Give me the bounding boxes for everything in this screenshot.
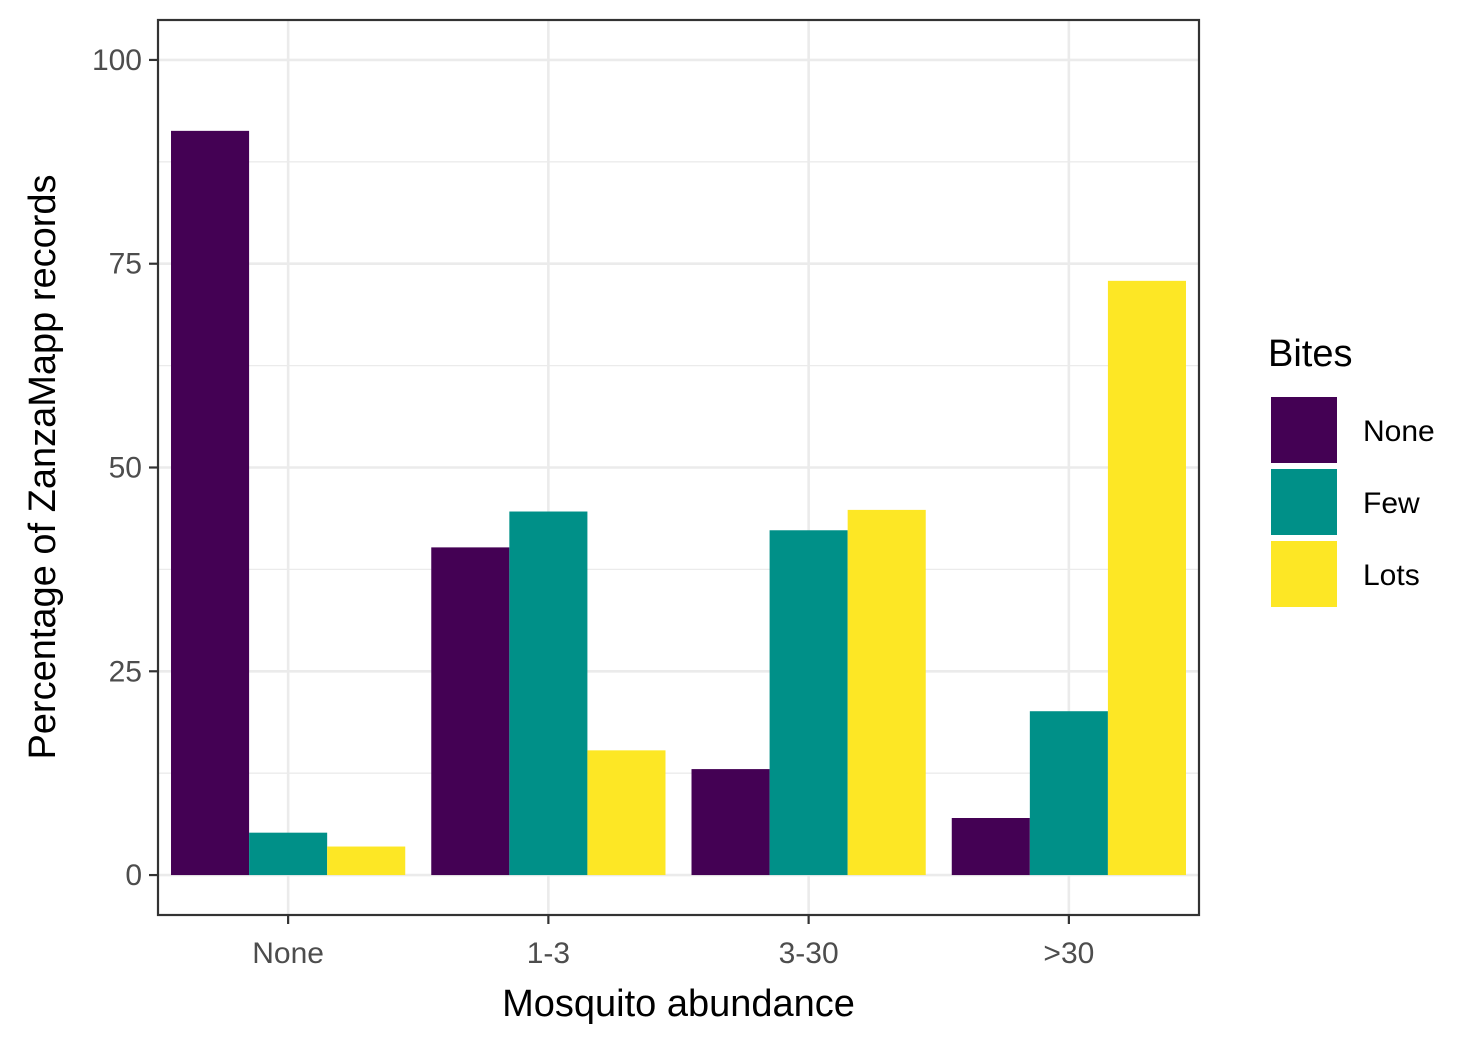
- bar-none-2: [691, 769, 770, 876]
- legend-title: Bites: [1268, 333, 1352, 375]
- bar-few-3: [1029, 711, 1108, 876]
- bar-lots-1: [587, 750, 666, 876]
- legend-label-few: Few: [1363, 487, 1420, 520]
- bar-few-0: [249, 832, 328, 876]
- bar-none-1: [431, 547, 510, 876]
- bar-few-1: [509, 511, 588, 876]
- y-tick-label: 50: [109, 452, 142, 485]
- x-axis-title: Mosquito abundance: [502, 983, 855, 1025]
- x-tick-label: >30: [1043, 937, 1094, 970]
- bars: [171, 130, 1186, 876]
- bar-none-3: [951, 818, 1030, 876]
- grid: [158, 20, 1199, 915]
- legend-key-few: [1271, 469, 1337, 535]
- legend-key-lots: [1271, 541, 1337, 607]
- x-tick-label: 3-30: [779, 937, 839, 970]
- bar-lots-2: [847, 509, 926, 876]
- y-axis-title: Percentage of ZanzaMapp records: [22, 174, 64, 759]
- y-tick-label: 0: [125, 859, 142, 892]
- bar-few-2: [769, 530, 848, 876]
- bar-lots-3: [1107, 280, 1186, 876]
- bar-lots-0: [327, 846, 406, 876]
- legend-label-none: None: [1363, 415, 1435, 448]
- y-tick-label: 75: [109, 248, 142, 281]
- x-axis: None 1-3 3-30 >30: [252, 915, 1094, 970]
- x-tick-label: 1-3: [527, 937, 570, 970]
- legend: Bites None Few Lots: [1268, 333, 1435, 607]
- legend-key-none: [1271, 397, 1337, 463]
- x-tick-label: None: [252, 937, 324, 970]
- y-tick-label: 25: [109, 655, 142, 688]
- y-tick-label: 100: [92, 44, 142, 77]
- bar-none-0: [171, 130, 250, 876]
- y-axis: 0 25 50 75 100: [92, 44, 158, 892]
- legend-label-lots: Lots: [1363, 559, 1420, 592]
